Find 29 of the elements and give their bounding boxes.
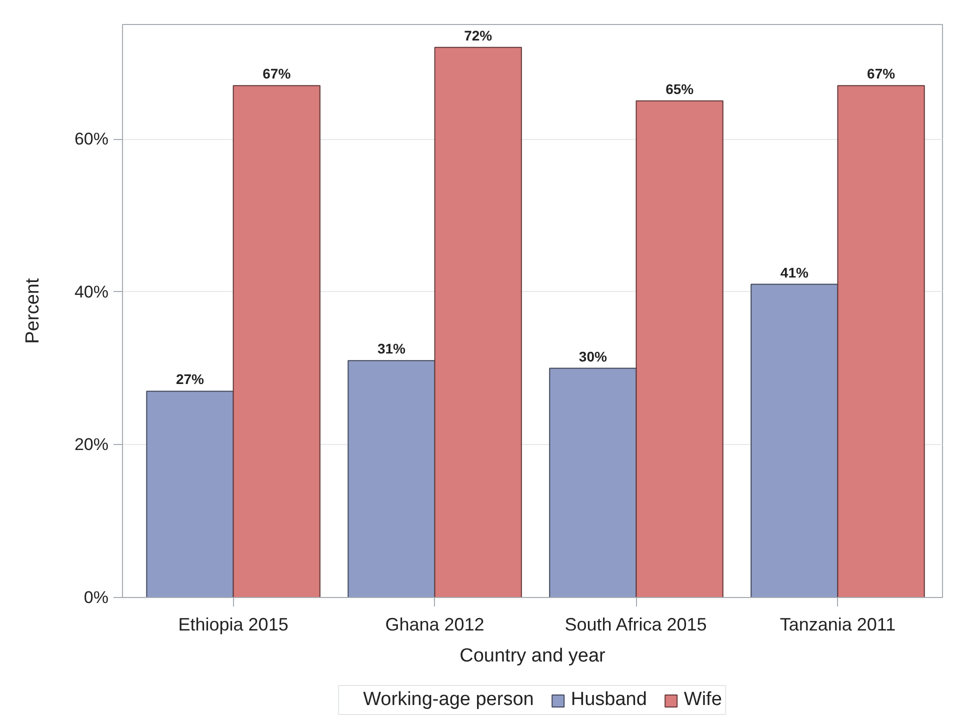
data-label: 67% — [262, 66, 292, 82]
data-label: 72% — [464, 27, 493, 44]
bar — [837, 85, 925, 598]
bar — [348, 360, 436, 598]
y-tick-label: 0% — [84, 588, 109, 607]
x-tick-label: Ghana 2012 — [385, 614, 484, 634]
bar — [146, 390, 234, 598]
bar — [549, 368, 637, 598]
x-tick-label: Ethiopia 2015 — [178, 614, 288, 634]
data-label: 27% — [176, 371, 205, 388]
legend-label: Wife — [684, 689, 722, 711]
y-tick-label: 20% — [74, 435, 109, 454]
data-label: 65% — [666, 80, 694, 97]
x-axis-title: Country and year — [460, 646, 606, 666]
y-tick-label: 60% — [74, 130, 109, 149]
x-tick-label: South Africa 2015 — [564, 614, 707, 634]
y-axis-title: Percent — [22, 278, 44, 344]
y-tick-label: 40% — [74, 282, 109, 302]
data-label: 41% — [780, 264, 809, 280]
data-label: 67% — [867, 66, 896, 82]
x-tick-label: Tanzania 2011 — [780, 614, 896, 634]
bar — [434, 46, 522, 598]
data-label: 30% — [578, 348, 608, 364]
legend-label: Husband — [570, 689, 647, 711]
data-label: 31% — [377, 340, 406, 357]
bar — [750, 284, 838, 598]
bar — [636, 100, 724, 598]
legend-title: Working-age person — [363, 689, 534, 711]
bar — [232, 85, 320, 598]
